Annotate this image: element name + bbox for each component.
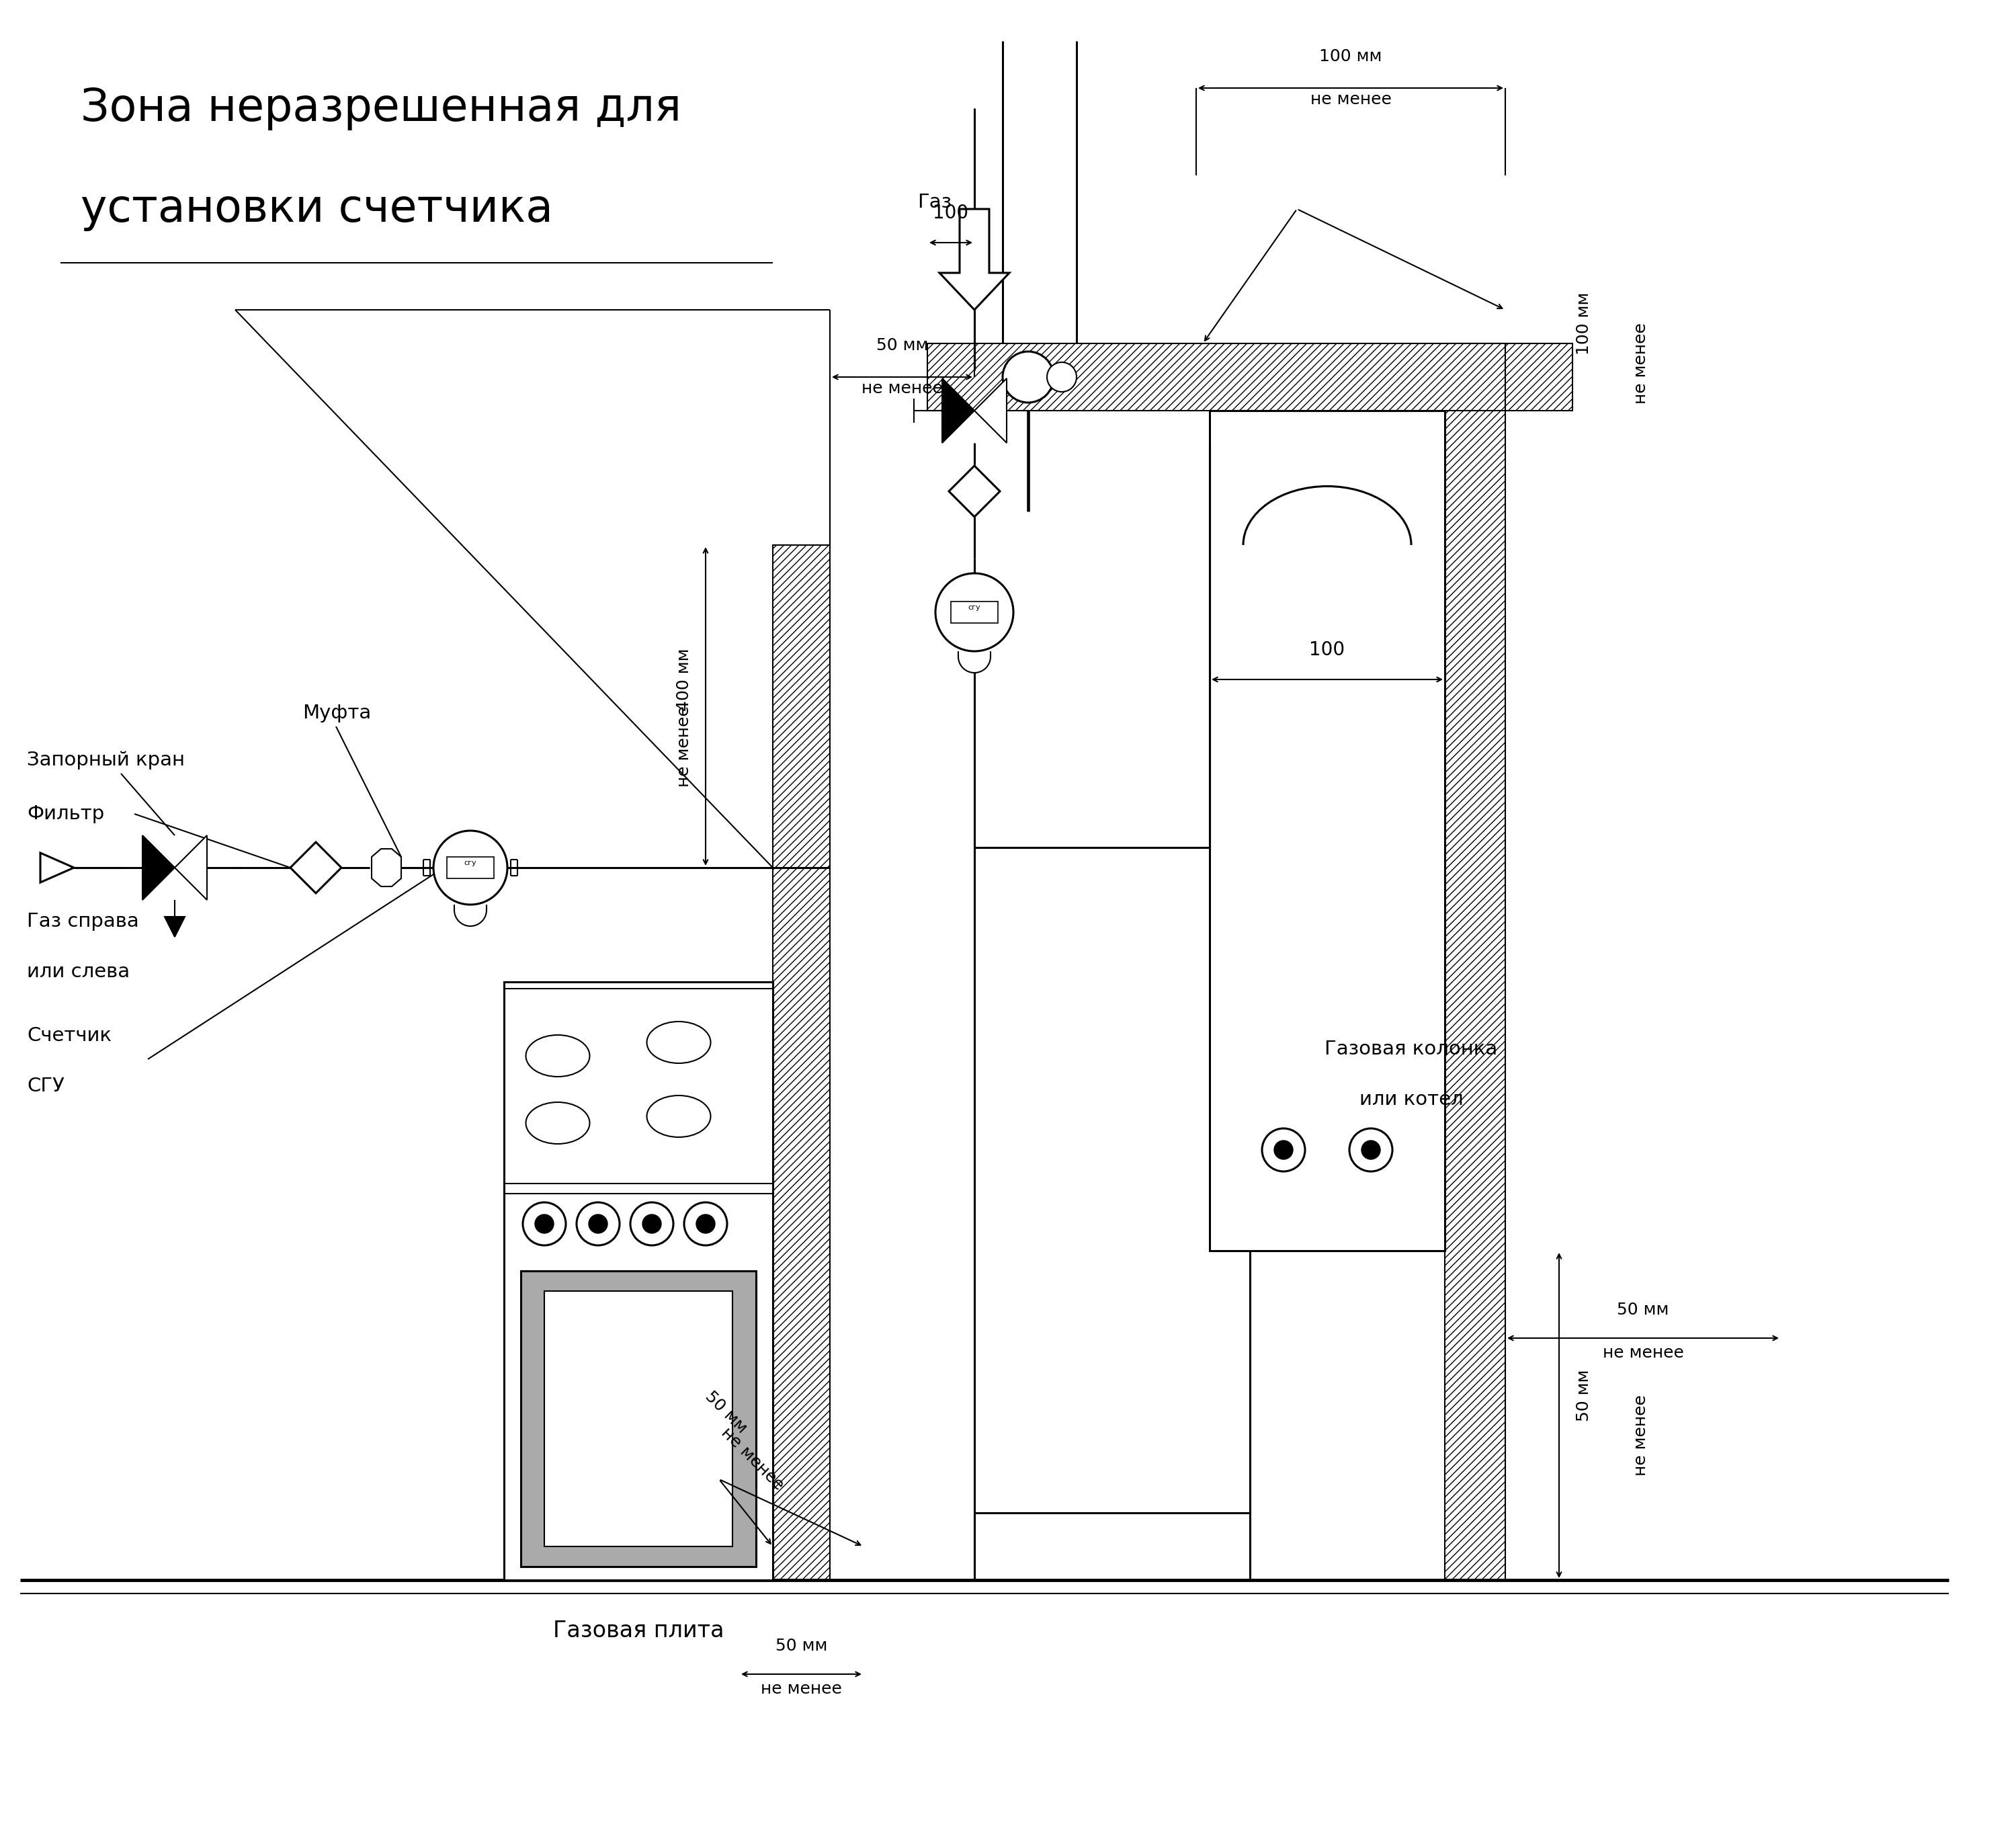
Bar: [504, 982, 772, 1580]
Text: Муфта: Муфта: [302, 703, 371, 723]
Text: Счетчик: Счетчик: [26, 1026, 111, 1046]
Text: Газ: Газ: [917, 193, 952, 211]
Polygon shape: [950, 466, 1000, 517]
Bar: [520, 1272, 756, 1567]
Text: сгу: сгу: [464, 860, 476, 865]
Text: не менее: не менее: [1633, 1396, 1649, 1476]
Ellipse shape: [647, 1022, 710, 1064]
Text: сгу: сгу: [968, 605, 980, 610]
Circle shape: [1262, 1128, 1304, 1172]
Polygon shape: [939, 210, 1010, 310]
Polygon shape: [290, 842, 341, 893]
Circle shape: [534, 1215, 554, 1233]
Bar: [1210, 410, 1445, 1250]
Bar: [927, 343, 1506, 410]
Text: или котел: или котел: [1359, 1090, 1464, 1110]
Text: 50 мм: 50 мм: [1577, 1368, 1593, 1421]
Text: установки счетчика: установки счетчика: [81, 188, 552, 231]
Text: Газовая плита: Газовая плита: [552, 1620, 724, 1642]
Bar: [772, 545, 831, 1580]
Text: не менее: не менее: [1633, 322, 1649, 404]
Polygon shape: [143, 836, 175, 900]
Text: Зона неразрешенная для: Зона неразрешенная для: [81, 86, 681, 131]
Polygon shape: [974, 379, 1006, 443]
Bar: [544, 1292, 732, 1547]
Text: 100: 100: [933, 204, 970, 222]
Text: не менее: не менее: [861, 381, 943, 397]
Circle shape: [577, 1203, 619, 1246]
Circle shape: [1002, 352, 1054, 403]
Polygon shape: [371, 849, 401, 887]
Text: не менее: не менее: [718, 1425, 786, 1494]
Text: 400 мм: 400 мм: [675, 649, 691, 711]
Polygon shape: [175, 836, 208, 900]
Circle shape: [1274, 1141, 1292, 1159]
Text: 50 мм: 50 мм: [1617, 1301, 1669, 1317]
Text: Газ справа: Газ справа: [26, 913, 139, 931]
Bar: [1445, 343, 1506, 1580]
Text: 50 мм: 50 мм: [702, 1388, 750, 1436]
Circle shape: [522, 1203, 566, 1246]
Text: 50 мм: 50 мм: [776, 1638, 827, 1654]
Text: 100: 100: [1308, 641, 1345, 660]
Circle shape: [683, 1203, 728, 1246]
Text: Запорный кран: Запорный кран: [26, 751, 185, 769]
Text: не менее: не менее: [1603, 1345, 1683, 1361]
Bar: [952, 601, 998, 623]
Text: 50 мм: 50 мм: [877, 337, 927, 353]
Polygon shape: [941, 379, 974, 443]
Circle shape: [1361, 1141, 1381, 1159]
Circle shape: [589, 1215, 607, 1233]
Circle shape: [696, 1215, 716, 1233]
Circle shape: [1349, 1128, 1393, 1172]
Text: 100 мм: 100 мм: [1318, 49, 1383, 64]
Text: не менее: не менее: [1310, 91, 1391, 107]
Circle shape: [1046, 363, 1077, 392]
Bar: [1506, 343, 1572, 410]
Polygon shape: [40, 853, 75, 882]
Circle shape: [631, 1203, 673, 1246]
Text: не менее: не менее: [760, 1682, 843, 1696]
Polygon shape: [165, 916, 185, 937]
Circle shape: [643, 1215, 661, 1233]
Bar: [448, 856, 494, 878]
Text: не менее: не менее: [675, 707, 691, 787]
Ellipse shape: [526, 1035, 591, 1077]
Ellipse shape: [526, 1102, 591, 1144]
Text: Фильтр: Фильтр: [26, 805, 105, 824]
Circle shape: [433, 831, 508, 904]
Circle shape: [935, 574, 1014, 650]
Ellipse shape: [647, 1095, 710, 1137]
Text: 100 мм: 100 мм: [1577, 292, 1593, 355]
Text: Газовая колонка: Газовая колонка: [1325, 1040, 1498, 1059]
Text: СГУ: СГУ: [26, 1077, 65, 1095]
Text: или слева: или слева: [26, 962, 129, 982]
